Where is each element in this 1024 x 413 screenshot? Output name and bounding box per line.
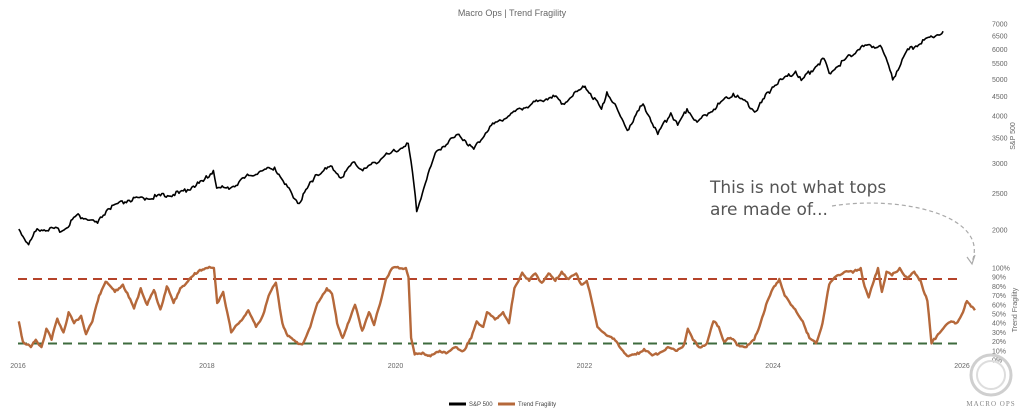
y-tick-label-trend-fragility: 0%: [992, 358, 1002, 365]
y-tick-label-sp500: 2500: [992, 191, 1008, 198]
legend-label-trend-fragility: Trend Fragility: [518, 402, 556, 408]
series-layer: [17, 30, 976, 358]
y-tick-label-sp500: 2000: [992, 228, 1008, 235]
annotation-arrowhead: [966, 254, 976, 266]
y-tick-label-sp500: 5000: [992, 77, 1008, 84]
annotation-line-2: are made of...: [710, 200, 828, 220]
annotation-arrow: [831, 202, 975, 263]
y-tick-label-sp500: 5500: [992, 61, 1008, 68]
macro-ops-logo: MACRO OPS: [966, 353, 1015, 408]
legend: S&P 500 Trend Fragility: [449, 402, 556, 408]
x-tick-label: 2020: [388, 363, 404, 370]
y-tick-label-trend-fragility: 40%: [992, 321, 1006, 328]
y-tick-label-trend-fragility: 30%: [992, 330, 1006, 337]
y-tick-label-trend-fragility: 70%: [992, 293, 1006, 300]
y-axis-label-sp500: S&P 500: [1010, 122, 1017, 150]
y-tick-label-sp500: 4500: [992, 94, 1008, 101]
series-line-trend-fragility: [17, 265, 976, 358]
y-tick-label-sp500: 7000: [992, 22, 1008, 29]
y-tick-label-trend-fragility: 60%: [992, 302, 1006, 309]
x-tick-label: 2022: [577, 363, 593, 370]
y-tick-label-sp500: 4000: [992, 114, 1008, 121]
y-tick-label-sp500: 6000: [992, 47, 1008, 54]
y-tick-label-trend-fragility: 50%: [992, 312, 1006, 319]
x-tick-label: 2016: [10, 363, 26, 370]
series-line-sp500: [18, 30, 944, 246]
y-tick-label-sp500: 3000: [992, 161, 1008, 168]
legend-label-sp500: S&P 500: [469, 402, 493, 408]
annotation-line-1: This is not what tops: [709, 178, 886, 198]
y-axis-label-trend-fragility: Trend Fragility: [1012, 287, 1019, 332]
y-tick-label-trend-fragility: 80%: [992, 284, 1006, 291]
x-tick-label: 2024: [765, 363, 781, 370]
chart-title: Macro Ops | Trend Fragility: [458, 8, 567, 18]
y-tick-label-trend-fragility: 100%: [992, 266, 1010, 273]
x-tick-label: 2018: [199, 363, 215, 370]
y-tick-label-trend-fragility: 10%: [992, 348, 1006, 355]
logo-text: MACRO OPS: [966, 400, 1015, 408]
y-axis-trend-fragility: 0% 10% 20% 30% 40% 50% 60% 70% 80% 90% 100%: [992, 266, 1010, 365]
threshold-layer: [18, 278, 962, 345]
annotation: This is not what tops are made of...: [709, 178, 976, 266]
y-tick-label-sp500: 3500: [992, 136, 1008, 143]
y-tick-label-trend-fragility: 90%: [992, 275, 1006, 282]
y-tick-label-trend-fragility: 20%: [992, 339, 1006, 346]
y-axis-sp500: 2000 2500 3000 3500 4000 4500 5000 5500 6000 6500…: [992, 22, 1008, 235]
x-axis: 2016 2018 2020 2022 2024 2026: [10, 363, 970, 370]
x-tick-label: 2026: [954, 363, 970, 370]
y-tick-label-sp500: 6500: [992, 34, 1008, 41]
